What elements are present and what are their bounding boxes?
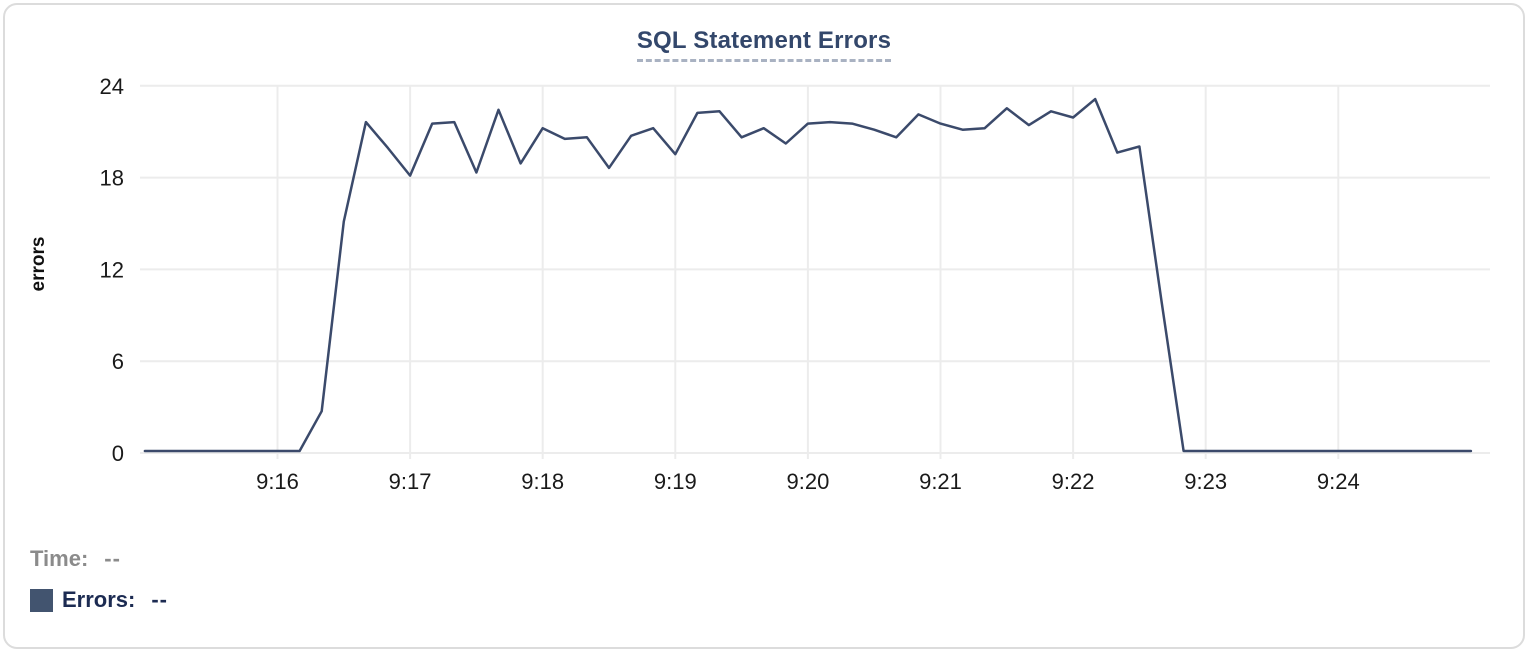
- errors-series-line[interactable]: [143, 97, 1473, 453]
- x-tick-label: 9:19: [654, 469, 697, 494]
- y-tick-label: 0: [112, 441, 124, 466]
- x-tick-label: 9:20: [786, 469, 829, 494]
- y-tick-label: 6: [112, 349, 124, 374]
- x-tick-label: 9:18: [521, 469, 564, 494]
- y-tick-label: 12: [100, 257, 124, 282]
- hover-readout-time: Time: --: [30, 546, 121, 572]
- x-tick-label: 9:22: [1052, 469, 1095, 494]
- hover-readout-errors: Errors: --: [30, 587, 168, 613]
- x-tick-label: 9:16: [256, 469, 299, 494]
- y-tick-label: 18: [100, 166, 124, 191]
- time-label: Time:: [30, 546, 89, 571]
- y-tick-label: 24: [100, 74, 124, 99]
- errors-label: Errors:: [62, 587, 136, 612]
- time-value: --: [104, 546, 121, 571]
- errors-value: --: [151, 587, 169, 612]
- y-axis-label: errors: [28, 236, 49, 292]
- errors-legend-swatch: [30, 588, 53, 612]
- chart-title-wrap: SQL Statement Errors: [0, 27, 1528, 62]
- chart-title[interactable]: SQL Statement Errors: [636, 27, 892, 62]
- x-tick-label: 9:24: [1317, 469, 1360, 494]
- x-tick-label: 9:21: [919, 469, 962, 494]
- x-tick-label: 9:23: [1184, 469, 1227, 494]
- x-tick-label: 9:17: [389, 469, 432, 494]
- chart-card: [3, 3, 1525, 649]
